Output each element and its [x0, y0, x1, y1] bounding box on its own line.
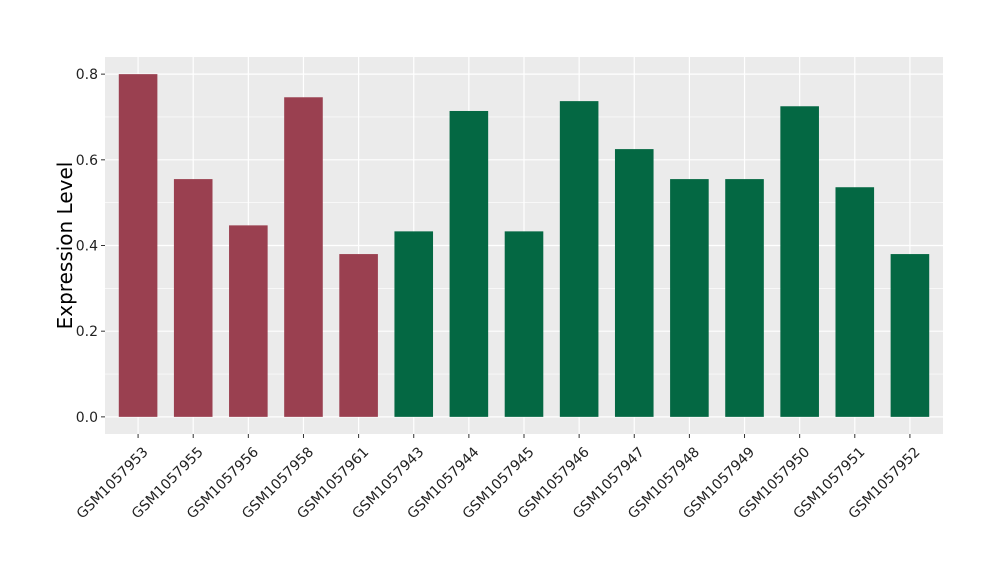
bar-gsm1057943 — [394, 231, 434, 417]
bar-gsm1057948 — [670, 179, 709, 417]
bar-gsm1057950 — [780, 106, 819, 417]
bar-gsm1057953 — [118, 74, 158, 417]
bar-gsm1057956 — [229, 225, 268, 417]
bar-gsm1057949 — [725, 179, 764, 417]
y-axis: 0.0 0.2 0.4 0.6 0.8 — [76, 67, 105, 426]
y-tick-label: 0.2 — [76, 324, 98, 340]
bar-gsm1057958 — [284, 97, 323, 417]
x-axis: GSM1057953GSM1057955GSM1057956GSM1057958… — [74, 434, 924, 522]
y-tick-label: 0.8 — [76, 67, 98, 83]
y-tick-label: 0.0 — [76, 410, 98, 426]
bar-gsm1057947 — [614, 149, 654, 417]
y-axis-title: Expression Level — [53, 162, 77, 330]
bar-gsm1057952 — [890, 254, 930, 417]
bar-gsm1057944 — [449, 110, 489, 417]
bar-gsm1057961 — [339, 254, 378, 417]
bar-gsm1057945 — [504, 231, 544, 417]
y-tick-label: 0.6 — [76, 153, 98, 169]
bars — [118, 74, 930, 417]
bar-gsm1057951 — [835, 187, 875, 417]
bar-gsm1057946 — [559, 101, 599, 417]
y-tick-label: 0.4 — [76, 239, 98, 255]
bar-gsm1057955 — [173, 179, 213, 417]
